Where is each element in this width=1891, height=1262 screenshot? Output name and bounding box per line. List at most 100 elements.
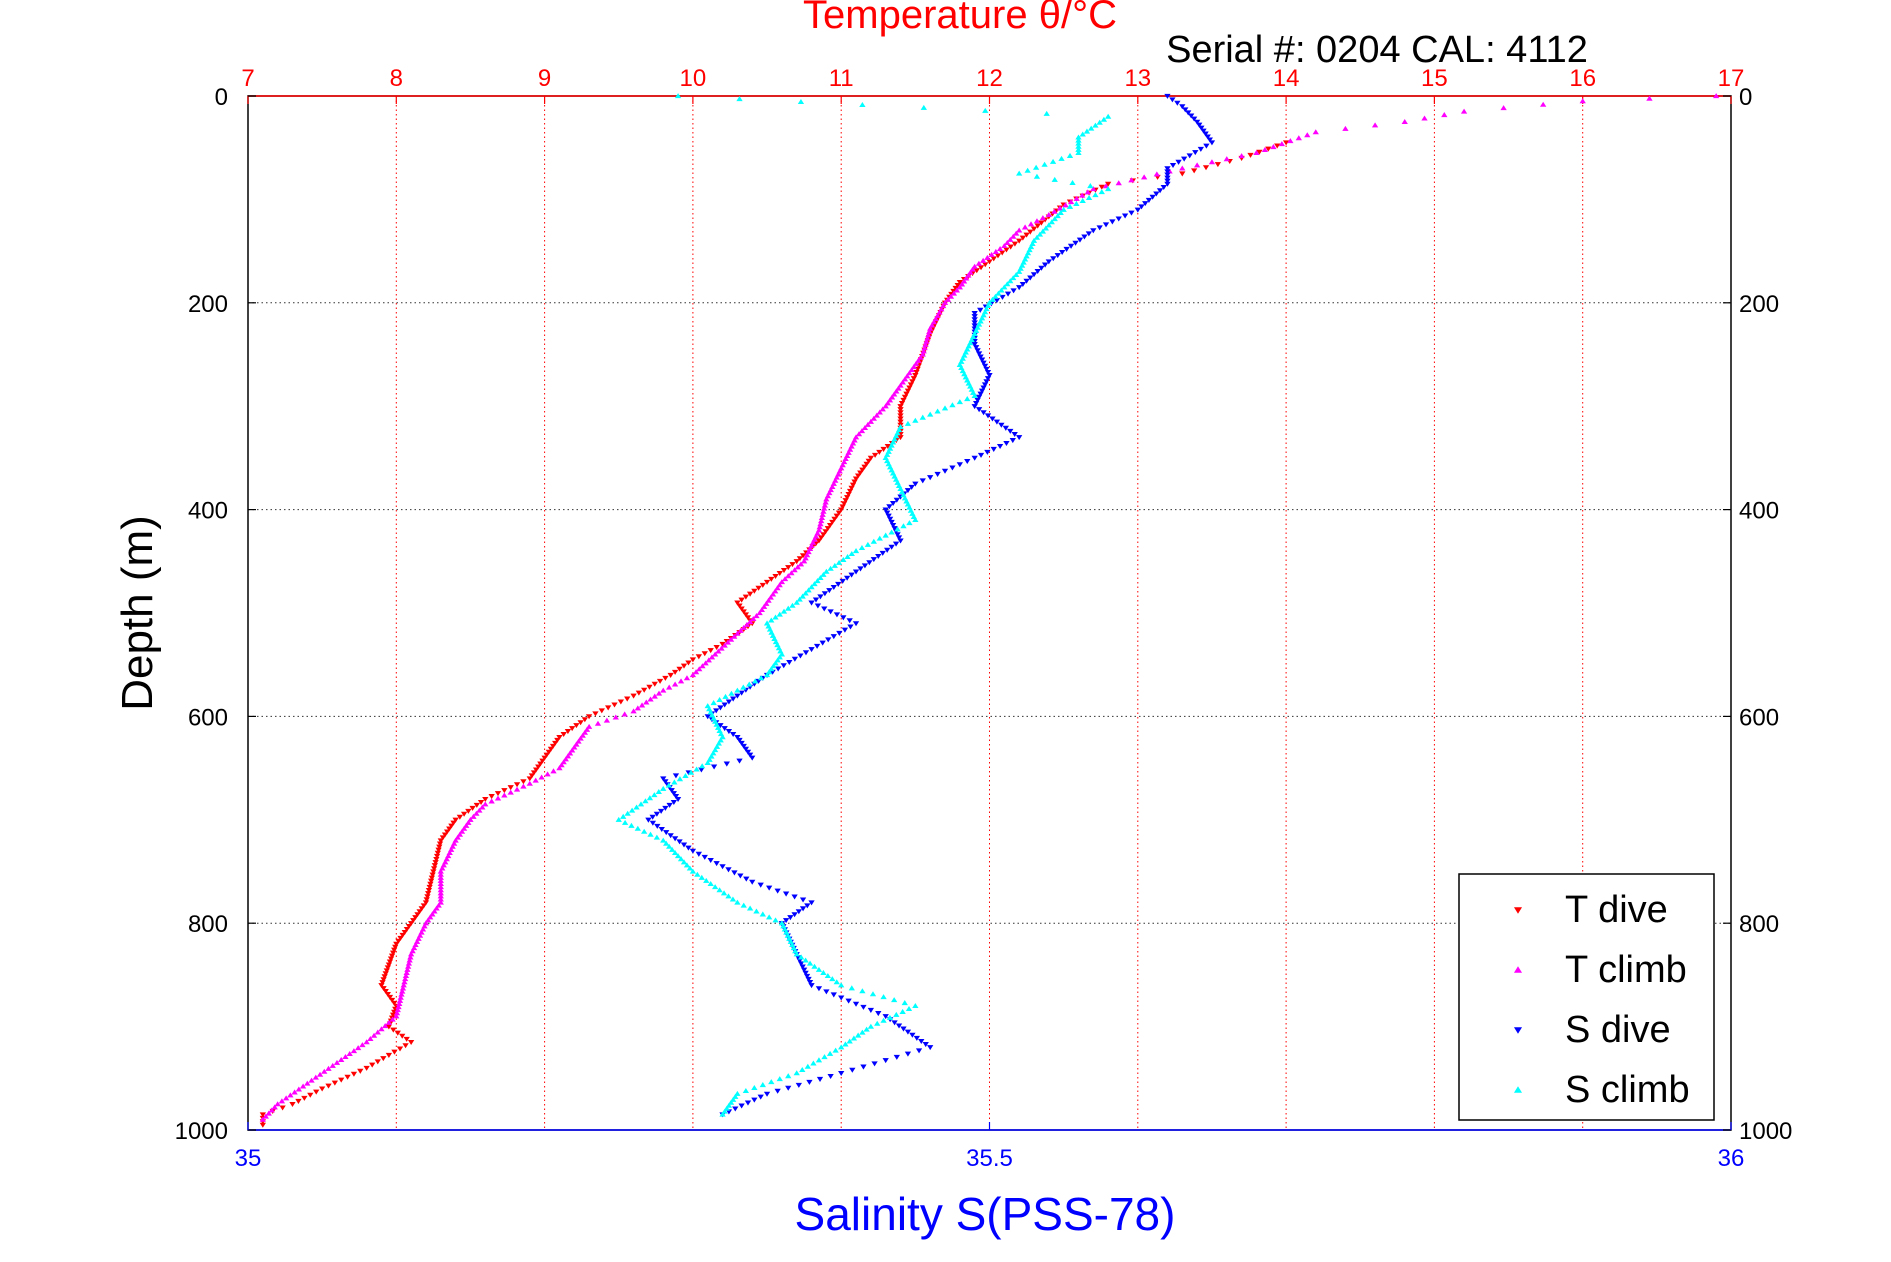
data-point-t-climb <box>1193 162 1201 168</box>
data-point-s-climb <box>829 976 836 982</box>
data-point-s-climb <box>802 957 809 963</box>
data-point-t-dive <box>897 416 904 422</box>
data-point-s-climb <box>838 982 845 988</box>
data-point-t-climb <box>363 1039 370 1045</box>
data-point-t-dive <box>838 507 845 513</box>
data-point-t-climb <box>879 406 886 412</box>
data-point-s-climb <box>934 408 941 414</box>
data-point-s-climb <box>850 1035 858 1041</box>
legend-marker-t-climb <box>1513 966 1523 973</box>
tick-label-depth-right: 200 <box>1739 291 1779 318</box>
data-point-s-climb <box>634 825 641 831</box>
data-point-t-climb <box>975 260 983 266</box>
data-point-t-dive <box>1202 165 1210 171</box>
data-point-s-dive <box>889 522 897 529</box>
data-point-t-climb <box>785 573 792 579</box>
data-point-s-climb <box>833 979 840 985</box>
data-point-s-climb <box>793 951 800 957</box>
data-point-t-climb <box>677 678 685 684</box>
data-point-t-dive <box>397 935 404 941</box>
data-point-t-dive <box>1265 146 1272 152</box>
data-point-s-climb <box>1024 167 1031 173</box>
data-point-s-dive <box>1193 119 1201 125</box>
data-point-s-climb <box>797 99 805 105</box>
data-point-t-climb <box>1500 105 1507 111</box>
data-point-t-climb <box>454 834 461 840</box>
data-point-t-dive <box>507 785 514 791</box>
data-point-s-climb <box>651 792 658 798</box>
data-point-s-dive <box>1102 222 1110 228</box>
data-point-t-dive <box>630 693 637 699</box>
data-point-t-dive <box>592 711 599 717</box>
data-point-t-dive <box>859 467 866 473</box>
data-point-s-climb <box>734 687 741 693</box>
data-point-t-climb <box>731 633 738 639</box>
data-point-s-dive <box>1169 163 1177 169</box>
data-point-s-climb <box>870 538 877 544</box>
data-point-t-dive <box>738 606 745 612</box>
data-point-t-dive <box>393 941 400 947</box>
data-point-s-climb <box>823 568 830 574</box>
data-point-s-climb <box>674 93 682 99</box>
data-point-t-climb <box>984 254 991 260</box>
data-point-t-climb <box>389 1016 396 1022</box>
data-point-s-dive <box>1182 107 1189 113</box>
data-point-t-climb <box>899 379 906 385</box>
data-point-t-dive <box>897 419 904 425</box>
data-point-s-dive <box>704 714 711 720</box>
data-point-t-climb <box>884 400 891 406</box>
data-point-s-climb <box>774 657 781 663</box>
data-point-s-climb <box>901 1000 908 1006</box>
data-point-s-dive <box>821 591 829 597</box>
data-point-t-dive <box>530 770 538 776</box>
data-point-s-dive <box>806 1079 813 1085</box>
data-point-t-dive <box>535 764 542 770</box>
data-point-s-climb <box>720 890 728 896</box>
data-point-t-climb <box>638 702 646 708</box>
data-point-s-dive <box>1164 181 1171 187</box>
data-point-s-dive <box>971 317 978 323</box>
data-point-s-climb <box>1087 183 1094 189</box>
data-point-s-climb <box>716 696 723 702</box>
data-point-s-climb <box>838 1044 845 1050</box>
x-axis-title-salinity: Salinity S(PSS-78) <box>795 1188 1176 1240</box>
data-point-t-dive <box>884 443 891 449</box>
data-point-t-climb <box>1115 180 1122 186</box>
data-point-s-dive <box>808 900 815 906</box>
data-point-t-climb <box>867 418 875 424</box>
data-point-s-climb <box>671 779 678 785</box>
data-point-s-climb <box>671 849 679 856</box>
data-point-s-climb <box>694 871 701 877</box>
data-point-s-climb <box>699 763 706 769</box>
data-point-s-dive <box>919 478 926 484</box>
data-point-t-climb <box>1102 183 1110 189</box>
data-point-s-dive <box>738 740 745 746</box>
data-point-t-dive <box>822 529 829 535</box>
data-point-t-climb <box>721 642 728 648</box>
data-point-s-climb <box>628 807 636 813</box>
data-point-s-dive <box>888 519 895 525</box>
data-point-t-dive <box>740 609 747 615</box>
data-point-t-dive <box>1034 223 1041 229</box>
data-point-s-climb <box>676 776 684 782</box>
data-point-s-dive <box>816 1076 824 1082</box>
data-point-t-climb <box>1033 218 1041 224</box>
data-point-s-dive <box>918 1038 925 1044</box>
data-point-t-climb <box>573 741 580 747</box>
data-point-t-dive <box>331 1080 339 1086</box>
data-point-t-climb <box>794 564 801 570</box>
data-point-s-climb <box>1066 203 1074 209</box>
data-point-t-dive <box>380 977 387 983</box>
data-point-s-dive <box>909 1032 916 1038</box>
data-point-t-dive <box>662 675 669 681</box>
data-point-t-climb <box>1540 101 1547 107</box>
data-point-s-dive <box>738 690 745 696</box>
data-point-t-climb <box>941 299 949 305</box>
data-point-t-dive <box>671 669 679 675</box>
data-point-t-dive <box>829 519 836 525</box>
data-point-t-dive <box>379 980 386 986</box>
data-point-s-dive <box>984 376 992 382</box>
data-point-t-dive <box>768 576 775 582</box>
data-point-s-dive <box>734 693 741 699</box>
data-point-s-dive <box>663 830 670 836</box>
